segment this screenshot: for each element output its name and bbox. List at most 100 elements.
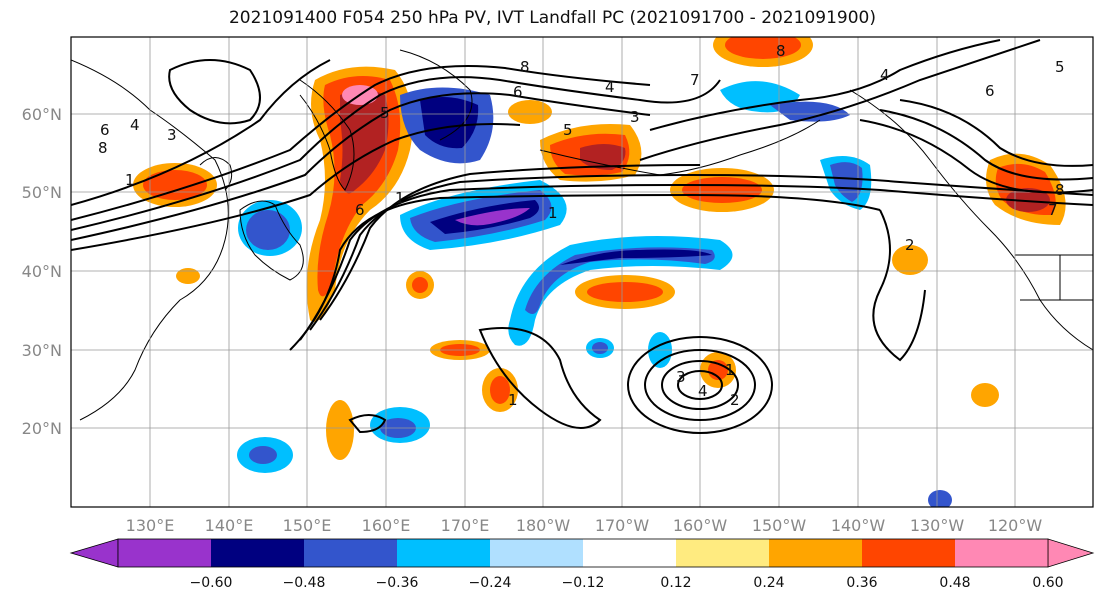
contour-line: [319, 164, 701, 321]
colorbar-tick-label: 0.36: [846, 575, 877, 591]
colorbar-tick-label: −0.24: [469, 575, 512, 591]
colorbar-tick-label: 0.60: [1032, 575, 1063, 591]
contour-label: 6: [100, 121, 110, 139]
positive-anomaly-region: [326, 400, 354, 460]
colorbar-segment: [397, 539, 491, 567]
lon-label: 130°W: [910, 516, 965, 535]
negative-anomaly-region: [420, 96, 479, 149]
colorbar-tick-label: −0.36: [376, 575, 419, 591]
negative-anomaly-region: [455, 208, 530, 226]
contour-line: [639, 39, 1041, 161]
lon-label: 120°W: [988, 516, 1043, 535]
lat-label: 50°N: [22, 183, 62, 202]
graticule: [71, 37, 1093, 507]
lon-label: 150°W: [752, 516, 807, 535]
lat-label: 60°N: [22, 105, 62, 124]
contour-line: [649, 39, 1001, 131]
positive-anomaly-region: [490, 376, 510, 404]
positive-anomaly-region: [725, 37, 801, 59]
colorbar-segment: [490, 539, 584, 567]
colorbar-tick-label: −0.60: [190, 575, 233, 591]
map-title: 2021091400 F054 250 hPa PV, IVT Landfall…: [228, 8, 876, 28]
lon-label: 170°W: [595, 516, 650, 535]
contour-line: [348, 414, 387, 434]
contour-label: 8: [520, 58, 530, 76]
colorbar-segment: [676, 539, 770, 567]
contour-line: [478, 327, 602, 429]
negative-anomaly-region: [249, 446, 277, 464]
contour-label: 7: [1048, 201, 1058, 219]
contour-line: [299, 183, 1093, 341]
lon-label: 130°E: [126, 516, 175, 535]
lon-label: 160°W: [673, 516, 728, 535]
contour-line: [661, 360, 739, 410]
contour-label: 6: [513, 83, 523, 101]
lon-label: 150°E: [283, 516, 332, 535]
colorbar-tick-label: 0.24: [753, 575, 784, 591]
lon-label: 140°W: [831, 516, 886, 535]
negative-anomaly-region: [592, 342, 608, 354]
contour-line: [309, 173, 1093, 331]
lat-label: 30°N: [22, 341, 62, 360]
contour-label: 4: [130, 116, 140, 134]
positive-anomaly-region: [682, 177, 762, 203]
negative-anomaly-region: [246, 210, 290, 250]
contour-label: 6: [985, 82, 995, 100]
kamchatka-coastline: [299, 79, 355, 191]
lat-label: 40°N: [22, 262, 62, 281]
contour-line: [644, 349, 756, 421]
contour-line: [899, 99, 1093, 167]
latitude-labels: 60°N 50°N 40°N 30°N 20°N: [22, 105, 62, 438]
contour-label: 8: [98, 139, 108, 157]
positive-anomaly-region: [971, 383, 999, 407]
lon-label: 160°E: [362, 516, 411, 535]
positive-anomaly-region: [412, 277, 428, 293]
colorbar-frame: [117, 538, 1049, 568]
contour-line: [71, 59, 331, 206]
contour-line: [627, 336, 773, 434]
colorbar-extend-min: [69, 538, 119, 568]
contour-label: 5: [563, 121, 573, 139]
contour-label: 1: [395, 189, 405, 207]
contour-line: [71, 123, 521, 251]
colorbar-tick-label: 0.12: [660, 575, 691, 591]
positive-anomaly-region: [580, 144, 626, 170]
contour-label: 2: [905, 236, 915, 254]
negative-anomaly-region: [560, 249, 712, 265]
contour-label: 8: [1055, 181, 1065, 199]
sakhalin-coastline: [199, 157, 233, 191]
positive-anomaly-region: [1006, 188, 1050, 212]
positive-anomaly-region: [340, 90, 389, 194]
contour-line: [71, 76, 721, 231]
contour-label: 3: [167, 126, 177, 144]
lon-label: 170°E: [441, 516, 490, 535]
contour-label: 5: [380, 104, 390, 122]
ivt-contours: [71, 39, 1093, 434]
lon-label: 140°E: [205, 516, 254, 535]
contour-label: 3: [676, 368, 686, 386]
colorbar-segment: [304, 539, 398, 567]
contour-label: 1: [125, 171, 135, 189]
positive-anomaly-region: [508, 100, 552, 124]
colorbar-tick-label: 0.48: [939, 575, 970, 591]
colorbar-tick-label: −0.48: [283, 575, 326, 591]
contour-label: 4: [605, 78, 615, 96]
contour-line: [677, 370, 723, 400]
contour-label: 7: [690, 71, 700, 89]
contour-line: [71, 65, 651, 221]
colorbar: −0.60 −0.48 −0.36 −0.24 −0.12 0.12 0.24 0.36 0.4…: [69, 538, 1095, 591]
contour-line: [859, 119, 1093, 194]
positive-anomaly-region: [587, 282, 663, 302]
map-frame: [70, 36, 1094, 508]
contour-line: [872, 209, 926, 362]
negative-anomaly-region: [525, 247, 715, 314]
contour-label: 8: [776, 42, 786, 60]
negative-anomaly-region: [928, 490, 952, 507]
contour-label: 3: [630, 108, 640, 126]
contour-label: 4: [698, 382, 708, 400]
negative-anomaly-region: [770, 101, 850, 122]
us-state-borders: [1015, 254, 1093, 301]
positive-anomaly-region: [892, 245, 928, 275]
contour-labels: 6 8 4 3 1 6 5 1 8 4 3 6 8 7 5 1 2 3 4 1 …: [98, 42, 1065, 409]
colorbar-segment: [118, 539, 212, 567]
